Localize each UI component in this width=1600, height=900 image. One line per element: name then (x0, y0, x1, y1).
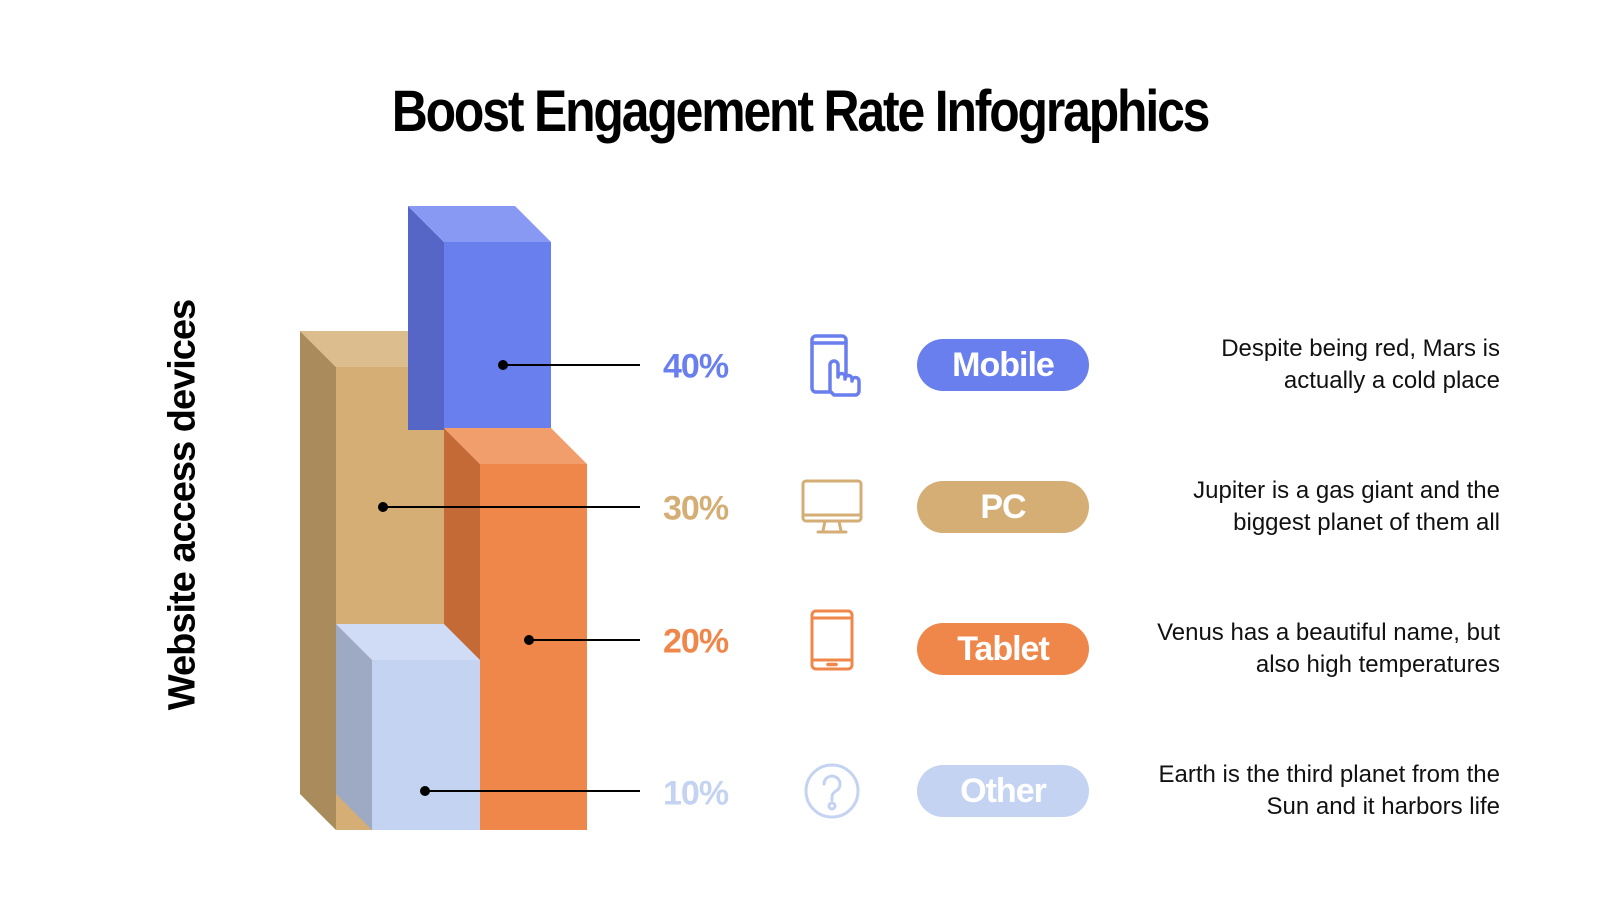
description-line: Earth is the third planet from the (1158, 761, 1500, 788)
description-line: also high temperatures (1255, 651, 1500, 678)
description-tablet: Venus has a beautiful name, but also hig… (1080, 617, 1500, 681)
percent-other: 10% (663, 774, 729, 813)
bar-tablet (444, 428, 587, 830)
percent-mobile: 40% (663, 347, 729, 386)
label-pill-tablet: Tablet (917, 623, 1089, 675)
description-other: Earth is the third planet from the Sun a… (1080, 759, 1500, 823)
desktop-monitor-icon (800, 475, 864, 539)
bar-mobile (408, 206, 551, 430)
mobile-touch-icon (804, 333, 868, 397)
description-line: actually a cold place (1283, 367, 1500, 394)
description-line: Despite being red, Mars is (1221, 335, 1500, 362)
question-circle-icon (800, 759, 864, 823)
tablet-icon (800, 608, 864, 672)
description-line: biggest planet of them all (1233, 509, 1500, 536)
label-pill-other: Other (917, 765, 1089, 817)
description-mobile: Despite being red, Mars is actually a co… (1080, 333, 1500, 397)
bar-other (336, 624, 480, 830)
description-pc: Jupiter is a gas giant and the biggest p… (1080, 475, 1500, 539)
percent-tablet: 20% (663, 622, 729, 661)
label-pill-mobile: Mobile (917, 339, 1089, 391)
description-line: Jupiter is a gas giant and the (1193, 477, 1500, 504)
percent-pc: 30% (663, 489, 729, 528)
page-title: Boost Engagement Rate Infographics (391, 79, 1211, 144)
description-line: Sun and it harbors life (1266, 793, 1500, 820)
connector-lines (378, 360, 640, 796)
label-pill-pc: PC (917, 481, 1089, 533)
description-line: Venus has a beautiful name, but (1157, 619, 1500, 646)
